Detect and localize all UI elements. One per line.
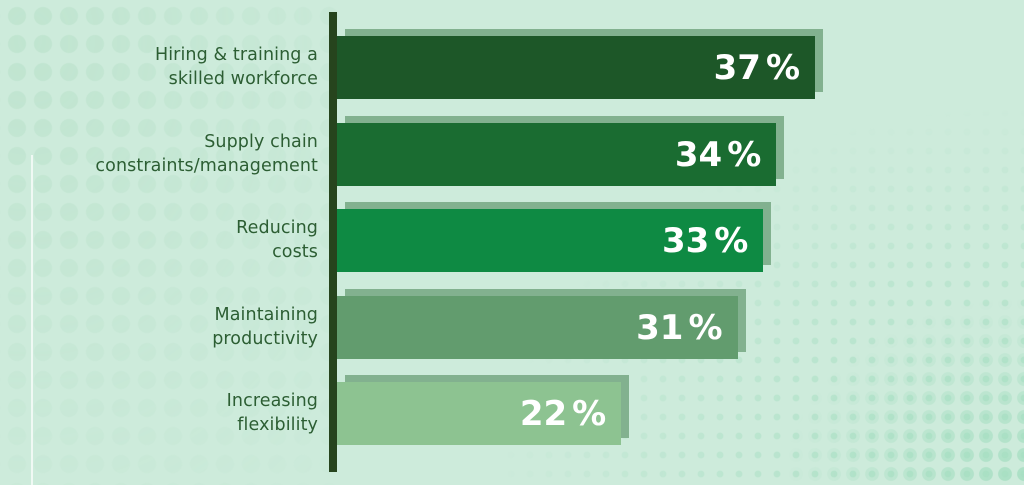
- value-number: 37: [713, 47, 761, 88]
- percent-sign: %: [572, 393, 607, 434]
- bar-row-maintaining-productivity: Maintaining productivity 31 %: [0, 296, 1024, 359]
- halftone-pattern-top-left: [0, 0, 345, 485]
- vertical-seam-line: [31, 155, 33, 485]
- category-label: Supply chain constraints/management: [0, 123, 318, 186]
- percent-sign: %: [727, 134, 762, 175]
- bar-row-supply-chain: Supply chain constraints/management 34 %: [0, 123, 1024, 186]
- category-label-line: Reducing: [236, 218, 318, 239]
- bar-row-reducing-costs: Reducing costs 33 %: [0, 209, 1024, 272]
- category-label-line: flexibility: [237, 414, 318, 435]
- value-label: 34 %: [675, 135, 761, 175]
- category-label-line: constraints/management: [95, 155, 318, 176]
- category-label-line: Hiring & training a: [154, 45, 318, 66]
- chart-axis-line: [329, 12, 337, 472]
- category-label-line: productivity: [212, 328, 318, 349]
- category-label: Hiring & training a skilled workforce: [0, 36, 318, 99]
- value-label: 37 %: [714, 48, 800, 88]
- value-number: 34: [674, 134, 723, 175]
- value-label: 22 %: [520, 394, 606, 434]
- category-label: Increasing flexibility: [0, 382, 318, 445]
- value-number: 22: [519, 393, 568, 434]
- bar: 34 %: [337, 123, 777, 186]
- bar: 31 %: [337, 296, 738, 359]
- bar: 37 %: [337, 36, 816, 99]
- category-label: Maintaining productivity: [0, 296, 318, 359]
- category-label-line: Maintaining: [214, 305, 318, 326]
- category-label-line: skilled workforce: [168, 68, 318, 89]
- value-label: 33 %: [662, 221, 748, 261]
- category-label: Reducing costs: [0, 209, 318, 272]
- bar: 33 %: [337, 209, 764, 272]
- value-number: 33: [661, 220, 710, 261]
- percent-sign: %: [765, 47, 801, 88]
- category-label-line: Increasing: [226, 391, 318, 412]
- category-label-line: costs: [272, 241, 318, 262]
- bar-row-increasing-flexibility: Increasing flexibility 22 %: [0, 382, 1024, 445]
- percent-sign: %: [714, 220, 749, 261]
- value-number: 31: [636, 307, 684, 348]
- percent-sign: %: [688, 307, 723, 348]
- category-label-line: Supply chain: [204, 132, 318, 153]
- bar: 22 %: [337, 382, 622, 445]
- value-label: 31 %: [636, 308, 722, 348]
- bar-row-hiring-training: Hiring & training a skilled workforce 37…: [0, 36, 1024, 99]
